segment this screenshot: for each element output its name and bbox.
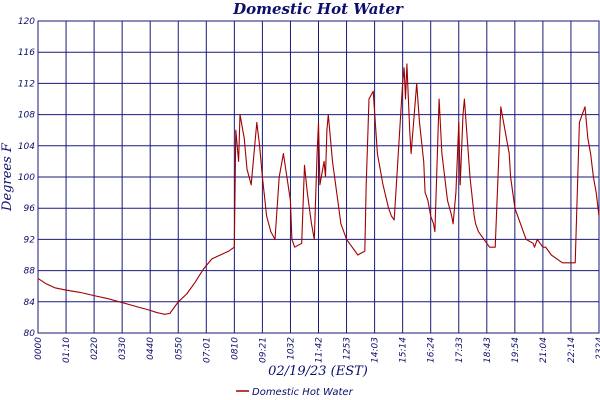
x-tick-label: 07:01 bbox=[202, 337, 212, 363]
x-tick-label: 18:43 bbox=[483, 337, 493, 363]
y-tick-label: 100 bbox=[18, 173, 35, 183]
y-tick-label: 104 bbox=[18, 142, 35, 152]
x-tick-label: 01:10 bbox=[62, 337, 72, 363]
grid bbox=[37, 20, 600, 334]
x-tick-label: 09:21 bbox=[258, 337, 268, 363]
x-tick-label: 14:03 bbox=[371, 337, 381, 363]
x-tick-label: 1253 bbox=[343, 337, 353, 360]
series-line-domestic-hot-water bbox=[37, 63, 600, 315]
legend: Domestic Hot Water bbox=[236, 387, 354, 398]
x-tick-label: 0810 bbox=[230, 337, 240, 360]
x-axis-ticks: 0000 01:10 0220 0330 0440 0550 07:01 0810 09:21 1… bbox=[34, 337, 600, 363]
x-tick-label: 0330 bbox=[118, 337, 128, 360]
chart-title: Domestic Hot Water bbox=[232, 0, 404, 18]
legend-label: Domestic Hot Water bbox=[252, 387, 354, 398]
y-tick-label: 108 bbox=[18, 111, 35, 121]
x-tick-label: 1032 bbox=[286, 337, 296, 360]
y-tick-label: 88 bbox=[24, 267, 36, 277]
plot-frame bbox=[37, 20, 600, 334]
x-tick-label: 17:33 bbox=[455, 337, 465, 363]
x-tick-label: 2324 bbox=[595, 337, 600, 360]
x-tick-label: 15:14 bbox=[399, 337, 409, 363]
y-tick-label: 120 bbox=[18, 17, 35, 27]
y-axis-ticks: 80 84 88 92 96 100 104 108 112 116 120 bbox=[18, 17, 35, 339]
y-axis-label: Degrees F bbox=[0, 142, 15, 212]
y-tick-label: 84 bbox=[24, 298, 36, 308]
y-tick-label: 96 bbox=[24, 204, 36, 214]
x-axis-label: 02/19/23 (EST) bbox=[268, 364, 368, 379]
x-tick-label: 0550 bbox=[174, 337, 184, 360]
x-tick-label: 11:42 bbox=[315, 337, 325, 363]
y-tick-label: 80 bbox=[24, 329, 36, 339]
y-tick-label: 112 bbox=[18, 79, 35, 89]
x-tick-label: 21:04 bbox=[539, 337, 549, 363]
y-tick-label: 116 bbox=[18, 48, 35, 58]
x-tick-label: 0220 bbox=[90, 337, 100, 360]
x-tick-label: 0440 bbox=[146, 337, 156, 360]
x-tick-label: 16:24 bbox=[427, 337, 437, 363]
x-tick-label: 19:54 bbox=[511, 337, 521, 363]
x-tick-label: 0000 bbox=[34, 337, 44, 360]
y-tick-label: 92 bbox=[24, 235, 36, 245]
x-tick-label: 22:14 bbox=[567, 337, 577, 363]
